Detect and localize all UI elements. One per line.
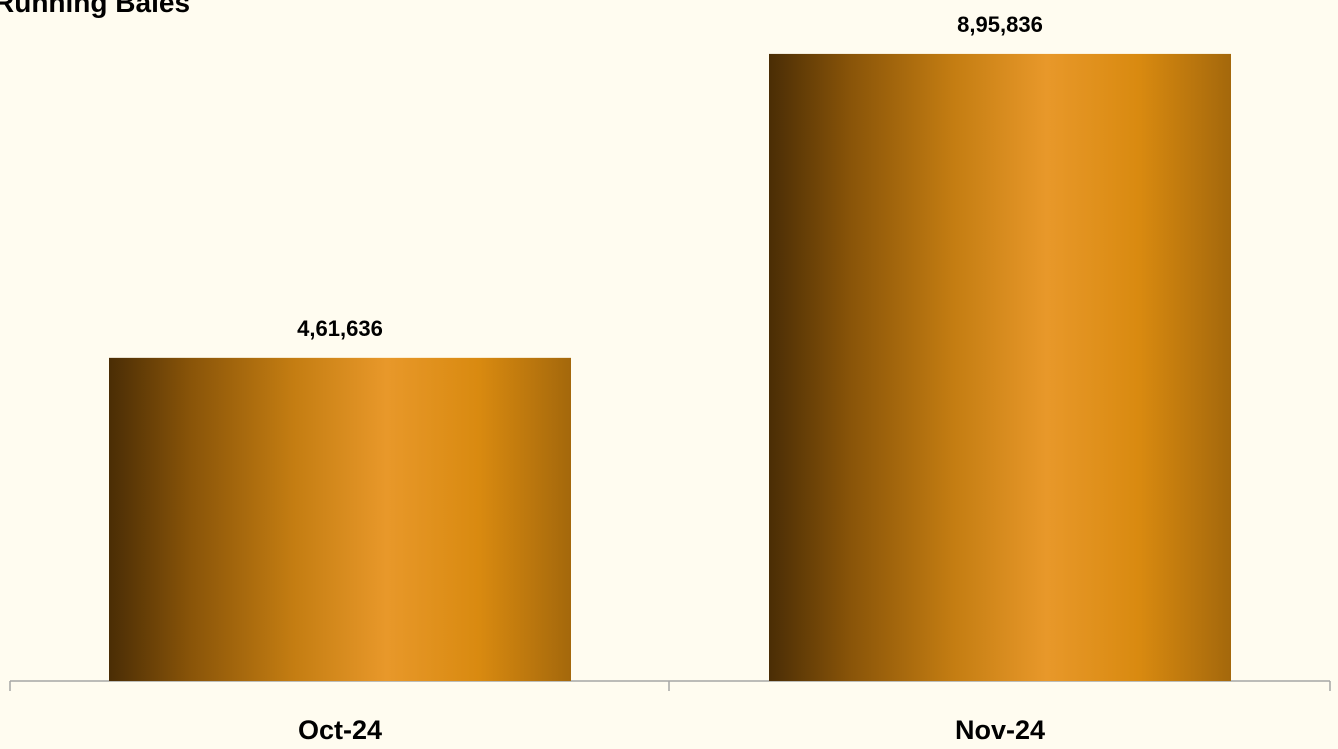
data-label: 4,61,636 [297, 316, 383, 341]
bar [109, 357, 571, 681]
x-tick-label: Oct-24 [298, 715, 382, 745]
chart-title: Running Bales [0, 0, 190, 18]
bar [769, 53, 1231, 682]
data-label: 8,95,836 [957, 12, 1043, 37]
x-tick-label: Nov-24 [955, 715, 1045, 745]
